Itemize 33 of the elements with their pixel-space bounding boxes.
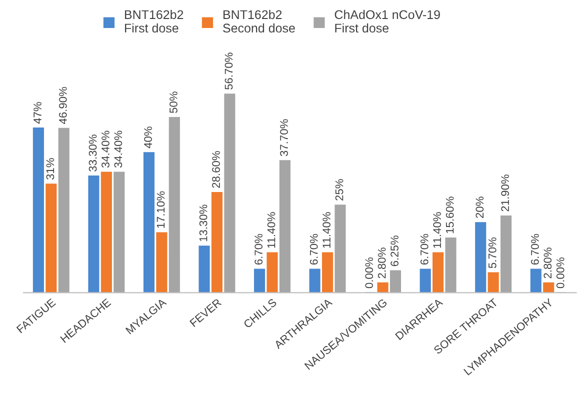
data-label: 34.40% xyxy=(102,130,110,168)
data-label: 33.30% xyxy=(88,134,97,172)
data-label: 25% xyxy=(335,179,344,200)
data-label: 6.25% xyxy=(390,236,398,266)
data-label: 31% xyxy=(46,158,54,180)
legend-label: ChAdOx1 nCoV-19 First dose xyxy=(334,10,440,33)
data-label: 2.80% xyxy=(544,248,552,278)
data-label: 5.70% xyxy=(488,237,496,268)
data-label: 47% xyxy=(34,102,42,124)
data-label: 6.70% xyxy=(531,234,539,265)
data-label: 6.70% xyxy=(254,234,263,265)
data-label: 50% xyxy=(170,92,178,113)
data-label: 11.40% xyxy=(267,212,276,248)
data-label: 28.60% xyxy=(212,151,220,188)
data-label: 0.00% xyxy=(365,257,374,288)
data-label: 34.40% xyxy=(114,130,122,168)
legend-label: BNT162b2 Second dose xyxy=(223,10,295,33)
data-label: 40% xyxy=(144,126,152,148)
data-label: 6.70% xyxy=(310,234,318,265)
data-label: 56.70% xyxy=(224,52,233,90)
data-label: 11.40% xyxy=(322,212,330,248)
data-label: 20% xyxy=(476,196,484,218)
data-label: 13.30% xyxy=(199,204,208,242)
data-label: 2.80% xyxy=(378,248,386,278)
data-label: 46.90% xyxy=(58,87,67,124)
legend-label: BNT162b2 First dose xyxy=(125,10,184,33)
data-label: 21.90% xyxy=(501,174,510,212)
data-label: 6.70% xyxy=(420,234,428,265)
data-label: 0.00% xyxy=(556,257,564,288)
data-label: 15.60% xyxy=(446,196,454,234)
data-label: 11.40% xyxy=(433,212,442,248)
data-label: 37.70% xyxy=(280,119,288,156)
data-label: 17.10% xyxy=(156,191,165,228)
